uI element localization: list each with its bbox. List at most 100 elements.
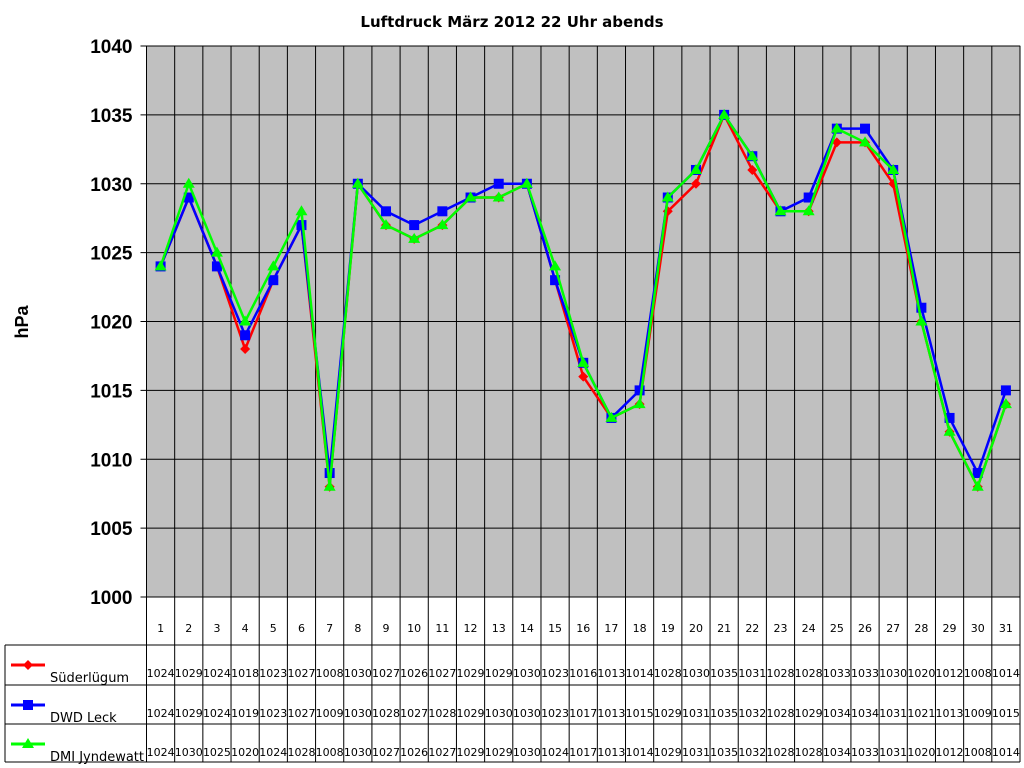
table-cell: 1018 xyxy=(231,667,259,680)
table-cell: 1030 xyxy=(344,746,372,759)
data-point-square xyxy=(860,123,871,134)
x-tick-label: 20 xyxy=(689,622,703,635)
table-cell: 1024 xyxy=(147,667,175,680)
table-cell: 1030 xyxy=(879,667,907,680)
table-cell: 1034 xyxy=(851,707,879,720)
table-cell: 1034 xyxy=(823,707,851,720)
table-cell: 1012 xyxy=(936,746,964,759)
table-cell: 1031 xyxy=(738,667,766,680)
x-tick-label: 16 xyxy=(576,622,590,635)
table-cell: 1033 xyxy=(851,746,879,759)
y-axis-label: hPa xyxy=(12,305,32,339)
table-cell: 1032 xyxy=(738,707,766,720)
table-cell: 1033 xyxy=(823,667,851,680)
data-point-triangle xyxy=(267,260,280,271)
x-tick-label: 7 xyxy=(326,622,333,635)
data-point-triangle xyxy=(182,177,195,188)
legend-marker-triangle xyxy=(22,738,34,748)
data-point-square xyxy=(550,275,561,286)
y-tick-label: 1040 xyxy=(90,37,132,58)
data-point-square xyxy=(1000,385,1011,396)
table-cell: 1029 xyxy=(457,746,485,759)
table-cell: 1009 xyxy=(964,707,992,720)
data-point-triangle xyxy=(436,219,449,230)
table-cell: 1024 xyxy=(203,667,231,680)
table-cell: 1028 xyxy=(795,746,823,759)
table-cell: 1028 xyxy=(766,707,794,720)
table-cell: 1028 xyxy=(766,746,794,759)
y-tick-label: 1005 xyxy=(90,519,133,540)
table-cell: 1013 xyxy=(936,707,964,720)
table-cell: 1008 xyxy=(316,746,344,759)
data-point-triangle xyxy=(943,425,956,436)
x-tick-label: 15 xyxy=(548,622,562,635)
data-point-triangle xyxy=(859,136,872,147)
data-point-square xyxy=(381,206,392,217)
x-tick-label: 5 xyxy=(270,622,277,635)
data-point-triangle xyxy=(830,122,843,133)
data-point-triangle xyxy=(774,205,787,216)
data-point-square xyxy=(493,178,504,189)
table-cell: 1034 xyxy=(823,746,851,759)
legend-label: DMI Jyndewatt xyxy=(50,750,144,765)
data-point-square xyxy=(268,275,279,286)
chart-title: Luftdruck März 2012 22 Uhr abends xyxy=(360,13,663,31)
data-point-triangle xyxy=(380,219,393,230)
data-point-triangle xyxy=(351,177,364,188)
table-cell: 1013 xyxy=(597,667,625,680)
table-cell: 1029 xyxy=(485,746,513,759)
x-tick-label: 26 xyxy=(858,622,872,635)
data-point-square xyxy=(409,220,420,231)
table-cell: 1020 xyxy=(231,746,259,759)
x-tick-label: 18 xyxy=(633,622,647,635)
table-cell: 1030 xyxy=(682,667,710,680)
x-tick-label: 23 xyxy=(773,622,787,635)
table-cell: 1035 xyxy=(710,667,738,680)
table-cell: 1017 xyxy=(569,746,597,759)
table-cell: 1023 xyxy=(541,667,569,680)
data-point-triangle xyxy=(999,398,1012,409)
x-tick-label: 4 xyxy=(242,622,249,635)
x-tick-label: 24 xyxy=(802,622,816,635)
table-cell: 1014 xyxy=(992,746,1020,759)
data-point-diamond xyxy=(578,371,589,382)
table-cell: 1030 xyxy=(513,707,541,720)
table-cell: 1024 xyxy=(203,707,231,720)
data-point-square xyxy=(240,330,251,341)
data-point-triangle xyxy=(492,191,505,202)
data-point-triangle xyxy=(323,480,336,491)
table-cell: 1030 xyxy=(513,746,541,759)
table-cell: 1035 xyxy=(710,746,738,759)
table-cell: 1029 xyxy=(795,707,823,720)
table-cell: 1027 xyxy=(428,667,456,680)
legend-marker-diamond xyxy=(23,660,33,670)
data-point-triangle xyxy=(605,411,618,422)
x-tick-label: 21 xyxy=(717,622,731,635)
y-tick-label: 1000 xyxy=(90,588,132,609)
table-cell: 1028 xyxy=(766,667,794,680)
x-tick-label: 12 xyxy=(464,622,478,635)
table-cell: 1025 xyxy=(203,746,231,759)
x-tick-label: 31 xyxy=(999,622,1013,635)
table-cell: 1029 xyxy=(457,667,485,680)
data-point-triangle xyxy=(915,315,928,326)
table-cell: 1023 xyxy=(541,707,569,720)
table-cell: 1015 xyxy=(626,707,654,720)
table-cell: 1027 xyxy=(372,746,400,759)
table-cell: 1030 xyxy=(344,707,372,720)
data-point-diamond xyxy=(690,178,701,189)
x-tick-label: 10 xyxy=(407,622,421,635)
table-cell: 1027 xyxy=(428,746,456,759)
table-cell: 1030 xyxy=(513,667,541,680)
x-tick-label: 27 xyxy=(886,622,900,635)
data-point-square xyxy=(183,192,194,203)
data-point-triangle xyxy=(295,205,308,216)
data-point-square xyxy=(437,206,448,217)
data-point-diamond xyxy=(831,137,842,148)
data-point-triangle xyxy=(520,177,533,188)
table-cell: 1029 xyxy=(485,667,513,680)
table-cell: 1028 xyxy=(287,746,315,759)
table-cell: 1008 xyxy=(316,667,344,680)
data-point-square xyxy=(803,192,814,203)
data-point-triangle xyxy=(689,163,702,174)
